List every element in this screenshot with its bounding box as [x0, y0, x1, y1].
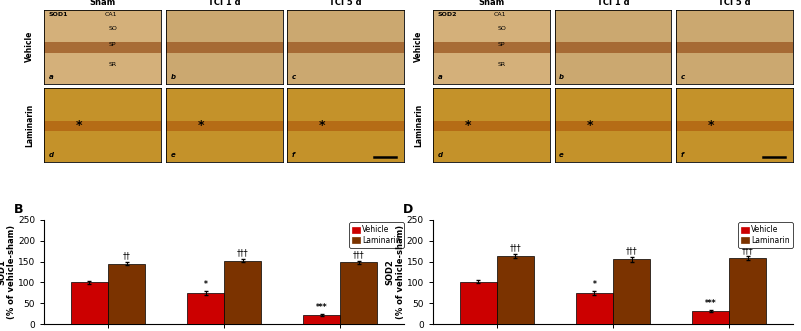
- Bar: [460, 282, 497, 324]
- Text: SO: SO: [108, 26, 117, 31]
- Text: SR: SR: [108, 62, 116, 67]
- Text: SP: SP: [108, 42, 116, 47]
- Text: d: d: [49, 152, 54, 158]
- Text: TCI 5 d: TCI 5 d: [329, 0, 362, 7]
- Text: TCI 1 d: TCI 1 d: [597, 0, 630, 7]
- Text: *: *: [708, 119, 714, 132]
- Text: *: *: [586, 119, 593, 132]
- Bar: [554, 120, 671, 131]
- Text: c: c: [292, 74, 296, 80]
- Text: Laminarin: Laminarin: [26, 103, 34, 147]
- Text: TCI 1 d: TCI 1 d: [207, 0, 240, 7]
- Text: ***: ***: [316, 303, 328, 312]
- Text: †††: †††: [742, 246, 754, 255]
- Text: *: *: [76, 119, 83, 132]
- Text: *: *: [203, 280, 207, 289]
- Bar: [433, 42, 549, 53]
- Text: SP: SP: [497, 42, 505, 47]
- Text: CA1: CA1: [105, 12, 117, 17]
- Legend: Vehicle, Laminarin: Vehicle, Laminarin: [738, 222, 793, 248]
- Bar: [676, 42, 793, 53]
- Bar: [613, 260, 650, 324]
- Bar: [729, 258, 767, 324]
- Text: a: a: [49, 74, 54, 80]
- Text: *: *: [319, 119, 325, 132]
- Bar: [303, 315, 340, 324]
- Text: d: d: [437, 152, 443, 158]
- Text: b: b: [171, 74, 175, 80]
- Y-axis label: SOD1
(% of vehicle-sham): SOD1 (% of vehicle-sham): [0, 225, 16, 319]
- Bar: [288, 42, 405, 53]
- Text: Vehicle: Vehicle: [26, 31, 34, 63]
- Bar: [44, 42, 161, 53]
- Bar: [166, 120, 283, 131]
- Text: a: a: [437, 74, 442, 80]
- Bar: [497, 256, 534, 324]
- Bar: [340, 262, 377, 324]
- Text: ††: ††: [123, 251, 131, 260]
- Bar: [576, 293, 613, 324]
- Bar: [554, 42, 671, 53]
- Text: c: c: [681, 74, 685, 80]
- Bar: [676, 120, 793, 131]
- Text: e: e: [559, 152, 564, 158]
- Text: SOD2: SOD2: [437, 12, 457, 17]
- Bar: [70, 282, 108, 324]
- Bar: [166, 42, 283, 53]
- Text: e: e: [171, 152, 175, 158]
- Text: Vehicle: Vehicle: [414, 31, 423, 63]
- Text: TCI 5 d: TCI 5 d: [718, 0, 751, 7]
- Bar: [288, 120, 405, 131]
- Bar: [44, 120, 161, 131]
- Text: Sham: Sham: [90, 0, 115, 7]
- Text: SO: SO: [497, 26, 506, 31]
- Bar: [224, 261, 261, 324]
- Text: †††: †††: [353, 250, 364, 259]
- Text: †††: †††: [237, 248, 248, 257]
- Bar: [433, 120, 549, 131]
- Y-axis label: SOD2
(% of vehicle-sham): SOD2 (% of vehicle-sham): [386, 225, 405, 319]
- Bar: [108, 263, 145, 324]
- Text: f: f: [292, 152, 295, 158]
- Text: SR: SR: [497, 62, 505, 67]
- Text: b: b: [559, 74, 564, 80]
- Text: Sham: Sham: [478, 0, 505, 7]
- Text: A: A: [14, 0, 23, 2]
- Text: B: B: [14, 203, 23, 216]
- Text: *: *: [198, 119, 204, 132]
- Text: C: C: [402, 0, 412, 2]
- Text: †††: †††: [509, 243, 521, 252]
- Text: Laminarin: Laminarin: [414, 103, 423, 147]
- Text: ***: ***: [705, 299, 716, 308]
- Text: SOD1: SOD1: [49, 12, 68, 17]
- Text: D: D: [402, 203, 413, 216]
- Text: *: *: [593, 280, 596, 289]
- Text: f: f: [681, 152, 684, 158]
- Legend: Vehicle, Laminarin: Vehicle, Laminarin: [349, 222, 404, 248]
- Bar: [692, 311, 729, 324]
- Text: †††: †††: [626, 247, 638, 256]
- Text: CA1: CA1: [493, 12, 506, 17]
- Bar: [187, 293, 224, 324]
- Text: *: *: [465, 119, 471, 132]
